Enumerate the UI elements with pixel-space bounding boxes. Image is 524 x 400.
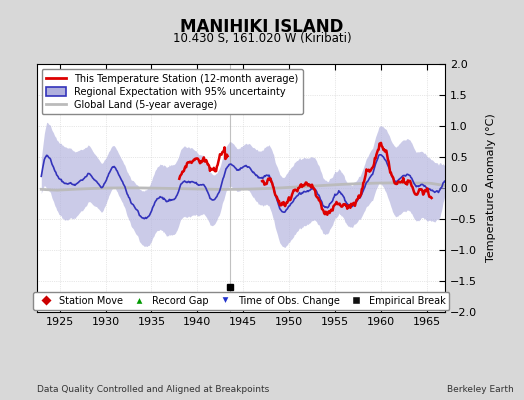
Text: Berkeley Earth: Berkeley Earth [447,385,514,394]
Y-axis label: Temperature Anomaly (°C): Temperature Anomaly (°C) [486,114,496,262]
Text: Data Quality Controlled and Aligned at Breakpoints: Data Quality Controlled and Aligned at B… [37,385,269,394]
Text: 10.430 S, 161.020 W (Kiribati): 10.430 S, 161.020 W (Kiribati) [173,32,351,45]
Legend: Station Move, Record Gap, Time of Obs. Change, Empirical Break: Station Move, Record Gap, Time of Obs. C… [32,292,450,310]
Text: MANIHIKI ISLAND: MANIHIKI ISLAND [180,18,344,36]
